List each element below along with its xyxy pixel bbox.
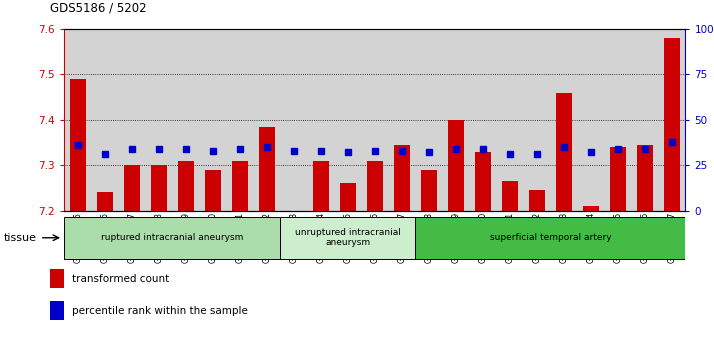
Bar bbox=[475, 151, 491, 211]
Text: transformed count: transformed count bbox=[71, 274, 169, 284]
Text: unruptured intracranial
aneurysm: unruptured intracranial aneurysm bbox=[295, 228, 401, 248]
Text: superficial temporal artery: superficial temporal artery bbox=[490, 233, 611, 242]
Bar bbox=[232, 161, 248, 211]
Bar bbox=[583, 206, 599, 211]
Text: tissue: tissue bbox=[4, 233, 36, 243]
Bar bbox=[555, 93, 572, 211]
Bar bbox=[367, 161, 383, 211]
Bar bbox=[281, 216, 416, 259]
Bar bbox=[421, 170, 437, 211]
Bar bbox=[50, 301, 64, 320]
Bar bbox=[529, 190, 545, 211]
Bar bbox=[124, 165, 140, 211]
Text: ruptured intracranial aneurysm: ruptured intracranial aneurysm bbox=[101, 233, 243, 242]
Bar bbox=[178, 161, 194, 211]
Text: GDS5186 / 5202: GDS5186 / 5202 bbox=[50, 1, 146, 15]
Bar bbox=[610, 147, 626, 211]
Bar bbox=[96, 192, 113, 211]
Bar bbox=[258, 127, 275, 211]
Bar bbox=[70, 79, 86, 211]
Bar bbox=[502, 181, 518, 211]
Bar bbox=[448, 120, 464, 211]
Bar bbox=[313, 161, 329, 211]
Bar bbox=[416, 216, 685, 259]
Bar bbox=[151, 165, 167, 211]
Bar bbox=[64, 216, 281, 259]
Bar bbox=[664, 38, 680, 211]
Bar bbox=[50, 269, 64, 288]
Bar bbox=[393, 145, 410, 211]
Text: percentile rank within the sample: percentile rank within the sample bbox=[71, 306, 248, 316]
Bar bbox=[637, 145, 653, 211]
Bar bbox=[340, 183, 356, 211]
Bar bbox=[205, 170, 221, 211]
